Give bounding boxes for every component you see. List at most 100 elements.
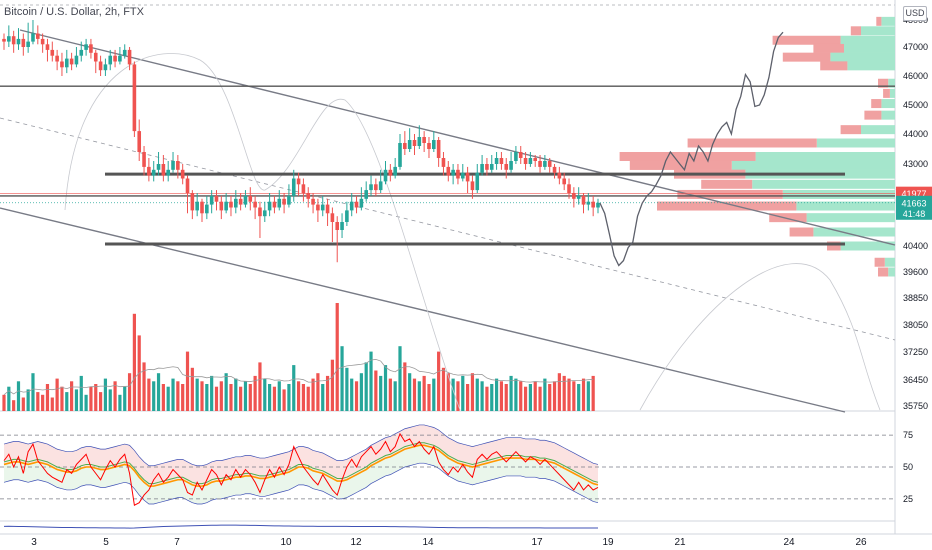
- vp-buy-bar: [806, 213, 895, 223]
- vp-buy-bar: [844, 43, 895, 53]
- time-tick-label: 12: [350, 537, 362, 548]
- candle-body: [378, 181, 383, 191]
- volume-bar: [282, 389, 286, 411]
- volume-bar: [263, 378, 267, 411]
- vp-buy-bar: [884, 257, 895, 267]
- candle-body: [185, 178, 190, 193]
- volume-bar: [108, 389, 112, 411]
- volume-bar: [548, 384, 552, 411]
- rsi-upper-fill: [4, 424, 598, 487]
- candle-body: [142, 152, 146, 167]
- volume-bar: [494, 378, 499, 411]
- vp-buy-bar: [796, 201, 895, 211]
- vp-sell-bar: [876, 16, 882, 26]
- candle-body: [543, 161, 547, 167]
- volume-bar: [79, 375, 83, 411]
- price-tick-label: 45000: [903, 100, 928, 110]
- volume-bar: [239, 386, 243, 411]
- candle-body: [456, 169, 460, 179]
- price-tick-label: 38850: [903, 293, 928, 303]
- rsi-line: [3, 432, 599, 507]
- vp-buy-bar: [813, 227, 895, 237]
- vp-sell-bar: [619, 152, 756, 161]
- candle-body: [533, 158, 538, 161]
- volume-bar: [562, 375, 566, 411]
- candle-body: [122, 49, 127, 56]
- price-tick-label: 47000: [903, 42, 928, 52]
- candle-body: [364, 190, 368, 199]
- rsi-panel: [0, 424, 895, 507]
- candle-body: [291, 178, 296, 196]
- vp-sell-bar: [789, 227, 814, 237]
- candle-body: [64, 58, 69, 68]
- volume-bar: [103, 378, 108, 411]
- volume-bar: [152, 381, 156, 411]
- volume-bar: [485, 386, 489, 411]
- volume-bar: [470, 373, 475, 411]
- upper-channel-line: [19, 29, 896, 246]
- volume-bar: [538, 386, 542, 411]
- volume-bar: [89, 386, 93, 411]
- rsi-upper-band: [3, 424, 599, 467]
- vp-buy-bar: [755, 152, 895, 161]
- price-tick-label: 44000: [903, 129, 928, 139]
- candle-body: [388, 169, 393, 176]
- volume-bar: [451, 378, 455, 411]
- volume-bar: [234, 378, 238, 411]
- rsi-tick-label: 75: [903, 430, 913, 440]
- candle-body: [446, 166, 451, 176]
- volume-bar: [94, 384, 98, 411]
- volume-bar: [446, 373, 450, 411]
- volume-bar: [316, 373, 320, 411]
- candle-body: [190, 193, 195, 211]
- vp-buy-bar: [782, 189, 895, 199]
- candle-body: [296, 178, 301, 185]
- volume-bar: [132, 313, 136, 411]
- volume-bar: [166, 386, 170, 411]
- time-tick-label: 19: [602, 537, 614, 548]
- volume-bar: [243, 381, 248, 411]
- volume-bar: [65, 392, 69, 411]
- vp-buy-bar: [861, 26, 895, 36]
- candle-body: [248, 195, 253, 202]
- volume-bar: [461, 375, 465, 411]
- price-tick-label: 40400: [903, 241, 928, 251]
- candle-body: [441, 158, 446, 167]
- candle-body: [238, 198, 243, 205]
- candle-body: [229, 201, 233, 208]
- vp-sell-bar: [820, 61, 848, 71]
- volume-bar: [84, 394, 88, 411]
- volume-profile: [619, 16, 895, 277]
- candle-body: [147, 166, 151, 176]
- volume-bar: [552, 381, 557, 411]
- candle-body: [26, 41, 30, 47]
- candle-body: [316, 204, 320, 211]
- candle-body: [538, 161, 542, 167]
- volume-bar: [480, 381, 484, 411]
- candle-body: [11, 36, 16, 45]
- time-tick-label: 21: [674, 537, 686, 548]
- candle-body: [311, 198, 315, 205]
- trend-lines: [0, 29, 896, 413]
- volume-bar: [335, 303, 339, 411]
- price-tick-label: 46000: [903, 71, 928, 81]
- volume-bar: [31, 373, 35, 411]
- candle-body: [195, 201, 199, 211]
- volume-bar: [219, 381, 223, 411]
- candle-body: [359, 198, 364, 208]
- candle-body: [475, 172, 480, 191]
- countdown-text: 41:48: [903, 209, 926, 219]
- vp-sell-bar: [687, 138, 817, 148]
- currency-button[interactable]: USD: [903, 6, 927, 21]
- volume-bar: [190, 367, 194, 411]
- candle-body: [282, 198, 286, 205]
- vp-sell-bar: [772, 35, 841, 45]
- candle-body: [156, 164, 161, 170]
- candle-body: [45, 44, 50, 50]
- candle-body: [427, 143, 431, 149]
- candle-body: [465, 172, 470, 182]
- candle-body: [108, 55, 113, 65]
- volume-bar: [456, 381, 460, 411]
- vp-sell-bar: [874, 257, 885, 267]
